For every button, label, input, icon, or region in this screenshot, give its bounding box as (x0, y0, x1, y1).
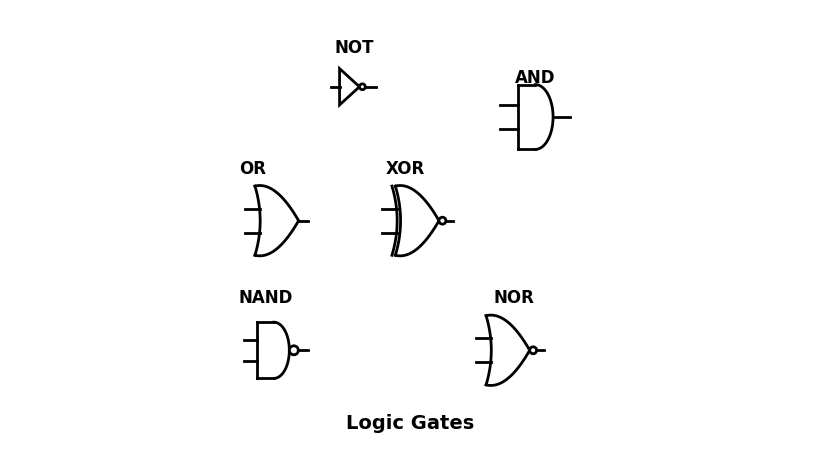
Text: Logic Gates: Logic Gates (346, 414, 473, 433)
Text: XOR: XOR (386, 160, 425, 178)
Text: NAND: NAND (238, 289, 292, 307)
Circle shape (359, 84, 364, 90)
Text: NOT: NOT (333, 39, 373, 57)
Circle shape (438, 217, 446, 224)
Circle shape (529, 347, 536, 354)
Text: OR: OR (238, 160, 265, 178)
Text: NOR: NOR (493, 289, 533, 307)
Circle shape (289, 346, 298, 355)
Text: AND: AND (514, 69, 554, 87)
